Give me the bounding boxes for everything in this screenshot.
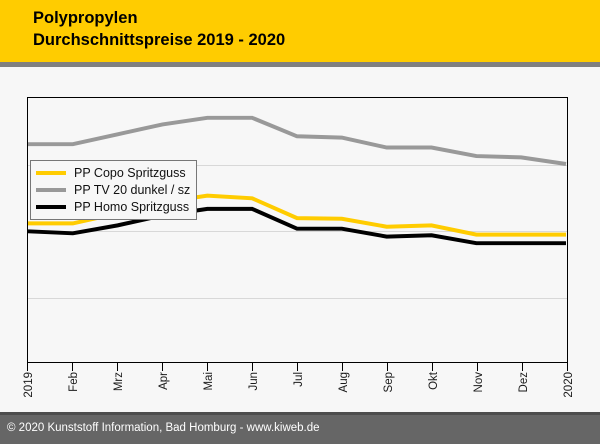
legend-item: PP Homo Spritzguss [36,198,190,215]
legend-color-swatch [36,204,66,209]
legend-item: PP Copo Spritzguss [36,164,190,181]
x-axis-tick [432,363,433,371]
x-axis-label: Feb [68,372,80,392]
x-axis-label: Jun [248,372,260,391]
x-axis-label: Mai [203,372,215,391]
x-axis-tick [567,363,568,371]
x-axis-label: 2019 [23,372,35,398]
legend-color-swatch [36,170,66,175]
x-axis-labels: 2019 Feb Mrz Apr Mai Jun Jul Aug Sep Okt Nov Dez 202… [0,372,600,417]
plot-area [27,97,568,363]
series-line [28,206,567,246]
legend-item: PP TV 20 dunkel / sz [36,181,190,198]
x-axis-label: 2020 [563,372,575,398]
x-axis-tick [27,363,28,371]
x-axis-tick [522,363,523,371]
x-axis-label: Apr [158,372,170,390]
header-divider [0,62,600,67]
footer-divider [0,412,600,415]
x-axis-tick [72,363,73,371]
plot-inner [28,98,567,362]
page-title: Polypropylen Durchschnittspreise 2019 - … [33,7,285,51]
x-axis-label: Okt [428,372,440,390]
x-axis-label: Jul [293,372,305,387]
legend-item-label: PP Copo Spritzguss [74,165,186,180]
x-axis-tick [297,363,298,371]
x-axis-tick [252,363,253,371]
x-axis-tick [477,363,478,371]
chart-container: 2019 Feb Mrz Apr Mai Jun Jul Aug Sep Okt Nov Dez 202… [0,67,600,415]
x-axis-label: Nov [473,372,485,393]
chart-legend: PP Copo Spritzguss PP TV 20 dunkel / sz … [30,160,198,220]
gridline [28,164,567,166]
copyright-text: © 2020 Kunststoff Information, Bad Hombu… [7,422,320,434]
title-line-2: Durchschnittspreise 2019 - 2020 [33,31,286,49]
x-axis-label: Aug [338,372,350,393]
gridline [28,231,567,232]
page-header: Polypropylen Durchschnittspreise 2019 - … [0,0,600,62]
x-axis-tick [342,363,343,371]
x-axis-label: Sep [383,372,395,393]
title-line-1: Polypropylen [33,9,138,27]
page-footer: © 2020 Kunststoff Information, Bad Hombu… [0,415,600,444]
legend-item-label: PP Homo Spritzguss [74,199,190,214]
x-axis-label: Dez [518,372,530,393]
gridline [28,297,567,299]
series-line [28,115,567,166]
legend-item-label: PP TV 20 dunkel / sz [74,182,191,197]
x-axis-label: Mrz [113,372,125,392]
x-axis-tick [207,363,208,371]
x-axis-tick [117,363,118,371]
x-axis-ticks [27,363,568,371]
x-axis-tick [162,363,163,371]
legend-color-swatch [36,187,66,192]
series-lines [28,115,567,246]
x-axis-tick [387,363,388,371]
